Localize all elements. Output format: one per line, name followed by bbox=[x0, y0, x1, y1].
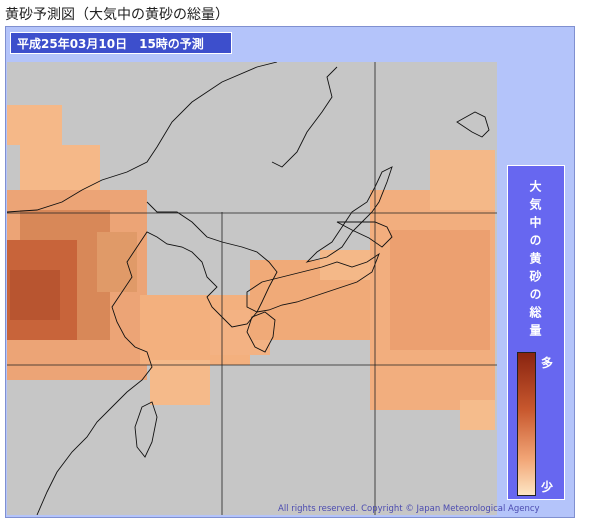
coastlines bbox=[7, 62, 490, 515]
coast bbox=[456, 111, 490, 138]
dust-cell bbox=[390, 230, 490, 350]
coast bbox=[134, 401, 158, 458]
dust-cell bbox=[20, 145, 100, 195]
forecast-label: 平成25年03月10日 15時の予測 bbox=[10, 32, 232, 54]
legend-low-label: 少 bbox=[541, 480, 554, 494]
graticule bbox=[7, 62, 497, 515]
coast bbox=[336, 221, 393, 248]
dust-cell bbox=[460, 400, 495, 430]
coast bbox=[246, 311, 276, 353]
coast bbox=[271, 66, 338, 168]
dust-cell bbox=[7, 105, 62, 145]
coast bbox=[246, 252, 380, 313]
legend: 大気中の黄砂の総量 多 少 bbox=[507, 165, 565, 500]
coast bbox=[36, 201, 278, 515]
coast bbox=[305, 166, 393, 263]
dust-cell bbox=[97, 232, 137, 292]
copyright: All rights reserved. Copyright © Japan M… bbox=[278, 504, 540, 514]
dust-cells bbox=[7, 105, 495, 430]
legend-color-bar bbox=[517, 352, 536, 496]
map bbox=[7, 62, 497, 515]
coast bbox=[7, 62, 278, 213]
dust-cell bbox=[10, 270, 60, 320]
dust-cell bbox=[150, 360, 210, 405]
page-title: 黄砂予測図（大気中の黄砂の総量） bbox=[5, 7, 229, 23]
legend-title: 大気中の黄砂の総量 bbox=[528, 180, 542, 342]
dust-cell bbox=[430, 150, 495, 210]
legend-high-label: 多 bbox=[541, 356, 554, 370]
